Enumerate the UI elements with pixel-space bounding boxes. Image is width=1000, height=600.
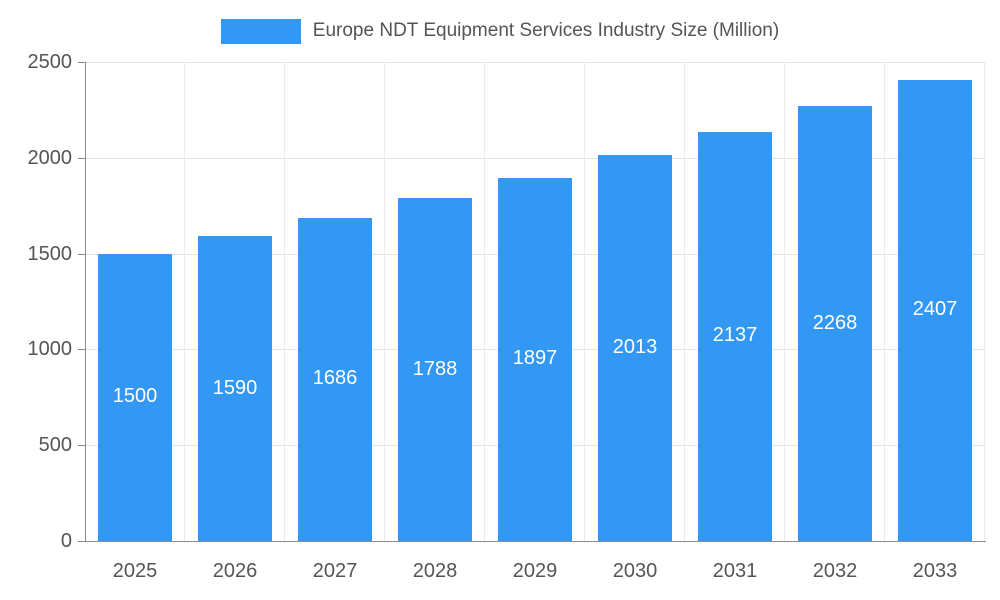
x-axis-label: 2027 <box>312 560 358 582</box>
bar-value-label: 2268 <box>812 311 858 334</box>
y-axis-tick <box>78 157 85 159</box>
bar: 1590 <box>198 236 272 541</box>
bar: 2268 <box>798 106 872 541</box>
bar-value-label: 2013 <box>612 336 658 359</box>
y-axis-tick-label: 1500 <box>27 242 73 265</box>
y-axis-tick <box>78 253 85 255</box>
y-axis-tick <box>78 62 85 63</box>
bar: 1897 <box>498 177 572 541</box>
bar-value-label: 2137 <box>712 324 758 347</box>
y-axis-tick-label: 500 <box>38 434 72 457</box>
gridline-vertical <box>484 62 485 541</box>
x-axis-label: 2025 <box>112 560 158 582</box>
gridline-horizontal <box>85 157 985 159</box>
gridline-vertical <box>184 62 185 541</box>
bar-value-label: 2407 <box>912 298 958 321</box>
gridline-vertical <box>584 62 585 541</box>
gridline-vertical <box>984 62 985 541</box>
y-axis-tick-label: 2500 <box>27 51 73 73</box>
bar: 1686 <box>298 217 372 541</box>
x-axis-label: 2028 <box>412 560 458 582</box>
y-axis-tick <box>78 349 85 351</box>
gridline-vertical <box>384 62 385 541</box>
y-axis-tick <box>78 445 85 447</box>
bar: 1788 <box>398 198 472 541</box>
x-axis-label: 2029 <box>512 560 558 582</box>
bar: 1500 <box>98 253 172 541</box>
bar-value-label: 1686 <box>312 367 358 390</box>
y-axis-tick-label: 1000 <box>27 338 73 361</box>
y-axis-line <box>85 62 86 542</box>
x-axis-label: 2026 <box>212 560 258 582</box>
bar: 2407 <box>898 79 972 541</box>
x-axis-label: 2032 <box>812 560 858 582</box>
bar-value-label: 1590 <box>212 376 258 399</box>
legend-swatch <box>220 18 301 44</box>
bar: 2013 <box>598 155 672 541</box>
x-axis-line <box>85 541 986 542</box>
gridline-vertical <box>784 62 785 541</box>
y-axis-tick-label: 0 <box>60 530 72 552</box>
bar: 2137 <box>698 131 772 541</box>
gridline-vertical <box>684 62 685 541</box>
gridline-vertical <box>284 62 285 541</box>
y-axis-tick-label: 2000 <box>27 146 73 169</box>
bar-value-label: 1500 <box>112 385 158 408</box>
x-axis-label: 2030 <box>612 560 658 582</box>
plot-area: 1500 1590 1686 1788 1897 2013 2137 2268 2407 <box>85 62 985 541</box>
x-axis-label: 2031 <box>712 560 758 582</box>
gridline-vertical <box>884 62 885 541</box>
bar-value-label: 1788 <box>412 357 458 380</box>
y-axis-tick <box>78 541 85 542</box>
chart-title: Europe NDT Equipment Services Industry S… <box>312 20 780 41</box>
gridline-horizontal <box>85 62 985 63</box>
chart-legend: Europe NDT Equipment Services Industry S… <box>0 17 1000 45</box>
bar-value-label: 1897 <box>512 347 558 370</box>
x-axis-label: 2033 <box>912 560 958 582</box>
